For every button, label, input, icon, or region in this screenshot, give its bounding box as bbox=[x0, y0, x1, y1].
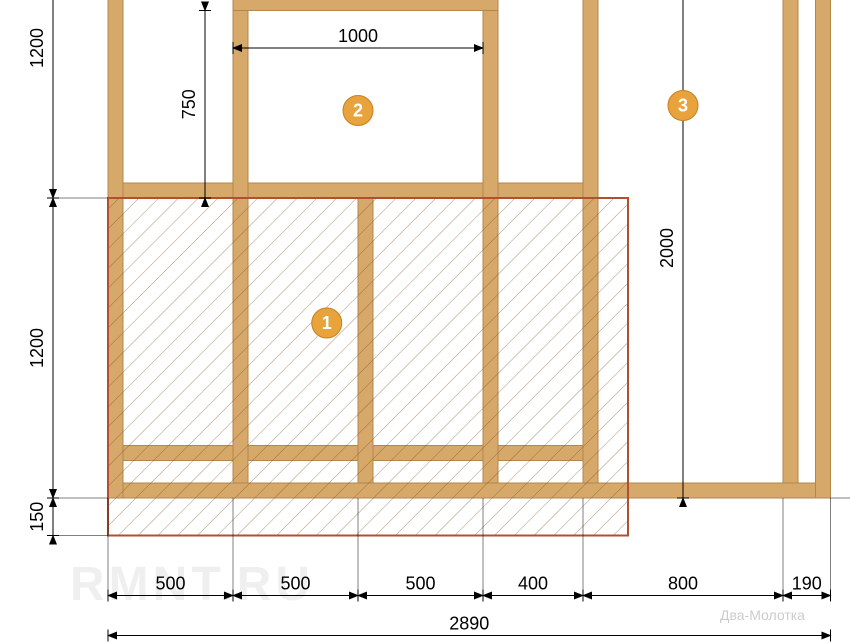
window-header bbox=[233, 0, 498, 11]
dim-bottom-2-label: 500 bbox=[405, 574, 435, 594]
osb-panel-bottom bbox=[108, 198, 628, 536]
stud-1 bbox=[233, 11, 248, 199]
marker-1-label: 1 bbox=[322, 313, 332, 333]
dim-bottom-1-label: 500 bbox=[280, 574, 310, 594]
stud-6 bbox=[816, 0, 831, 498]
watermark-main: RMNT.RU bbox=[70, 558, 314, 611]
dim-bottom-4-label: 800 bbox=[668, 574, 698, 594]
watermark-secondary: Два-Молотка bbox=[720, 607, 805, 623]
dim-bottom-3-label: 400 bbox=[518, 574, 548, 594]
dim-left-1-label: 1200 bbox=[27, 328, 47, 368]
dim-window-h-label: 750 bbox=[179, 89, 199, 119]
dim-bottom-0-label: 500 bbox=[155, 574, 185, 594]
marker-3-label: 3 bbox=[678, 96, 688, 116]
dim-bottom-overall-label: 2890 bbox=[449, 614, 489, 634]
dim-bottom-5-label: 190 bbox=[792, 574, 822, 594]
framing-diagram: RMNT.RU500500500400800190289015012001200… bbox=[0, 0, 850, 644]
stud-3 bbox=[483, 11, 498, 199]
dim-left-0-label: 150 bbox=[27, 502, 47, 532]
sill-rail bbox=[108, 183, 583, 198]
dim-door-h-label: 2000 bbox=[657, 228, 677, 268]
stud-5 bbox=[783, 0, 798, 483]
marker-2-label: 2 bbox=[353, 101, 363, 121]
dim-window-w-label: 1000 bbox=[338, 26, 378, 46]
dim-left-2-label: 1200 bbox=[27, 28, 47, 68]
